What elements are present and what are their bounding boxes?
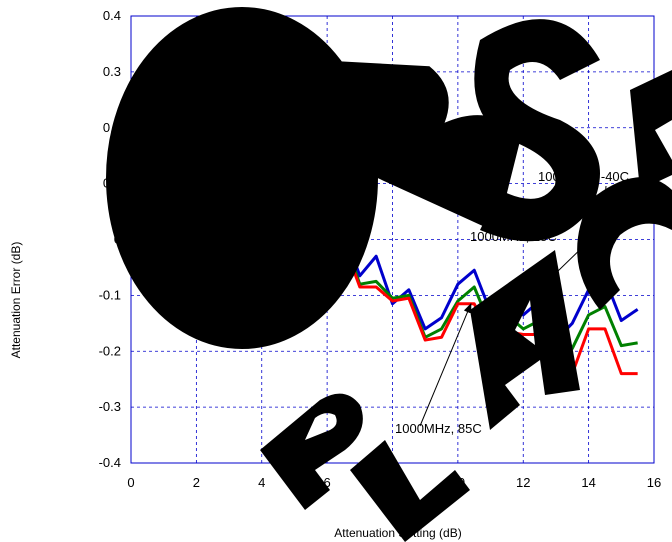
y-tick-label: 0.3 bbox=[103, 64, 121, 79]
x-axis-title: Attenuation Setting (dB) bbox=[334, 526, 461, 540]
x-tick-label: 4 bbox=[258, 475, 265, 490]
annotation-label: 1000MHz, 85C bbox=[395, 421, 482, 436]
watermark bbox=[106, 7, 672, 542]
x-tick-label: 16 bbox=[647, 475, 661, 490]
x-tick-label: 12 bbox=[516, 475, 530, 490]
x-tick-label: 0 bbox=[127, 475, 134, 490]
y-tick-label: -0.4 bbox=[99, 455, 121, 470]
y-axis-title: Attenuation Error (dB) bbox=[9, 242, 23, 359]
y-tick-label: -0.3 bbox=[99, 399, 121, 414]
x-tick-label: 6 bbox=[324, 475, 331, 490]
y-tick-label: 0.4 bbox=[103, 8, 121, 23]
y-tick-label: -0.1 bbox=[99, 287, 121, 302]
x-tick-label: 14 bbox=[581, 475, 595, 490]
annotation-arrow bbox=[419, 302, 472, 427]
y-tick-label: -0.2 bbox=[99, 343, 121, 358]
x-tick-label: 2 bbox=[193, 475, 200, 490]
